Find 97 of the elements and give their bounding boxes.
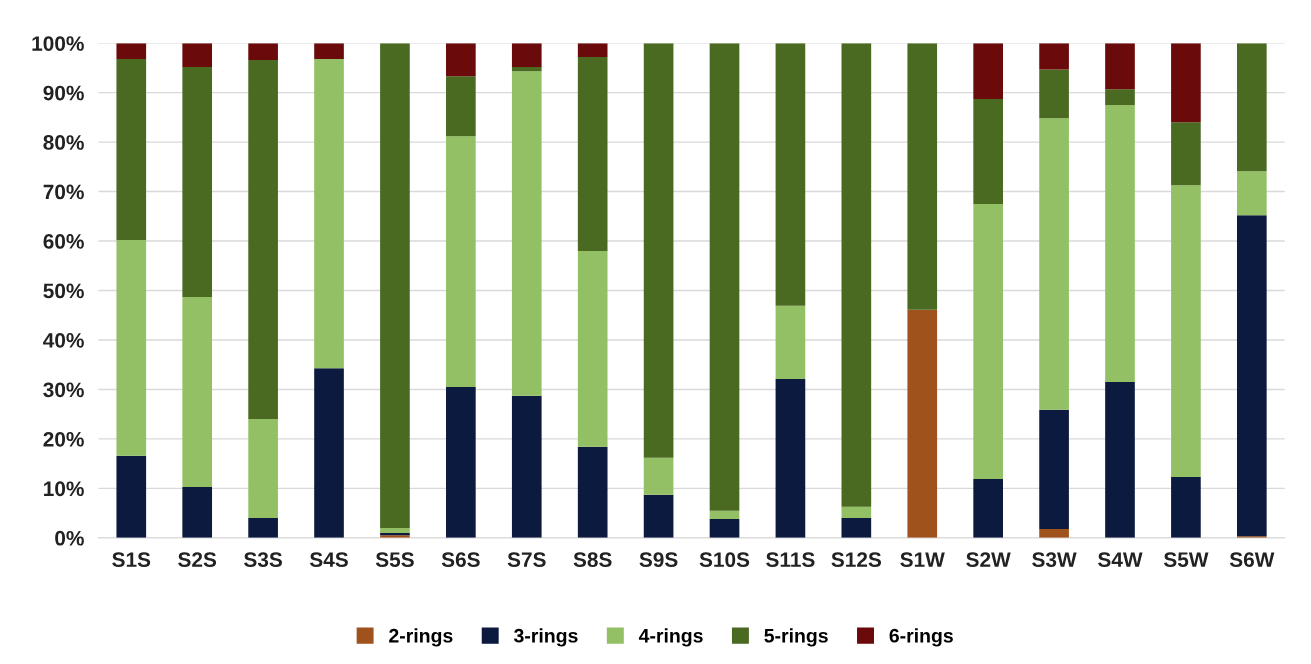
bar <box>1171 476 1201 538</box>
bar <box>841 518 872 538</box>
bar <box>1236 215 1267 537</box>
bar <box>182 486 213 538</box>
bar <box>182 43 213 67</box>
legend-label: 4-rings <box>638 628 703 647</box>
bar <box>1039 69 1069 119</box>
bar <box>577 43 608 58</box>
bar <box>116 43 147 59</box>
y-tick-label: 40% <box>43 332 84 348</box>
bar <box>907 309 938 538</box>
bar <box>775 305 806 380</box>
bar <box>1105 43 1135 90</box>
y-tick-label: 90% <box>43 85 84 101</box>
x-tick-label: S12S <box>831 552 882 568</box>
x-tick-label: S1S <box>112 552 151 568</box>
bar <box>1171 43 1201 123</box>
bar <box>709 510 740 520</box>
x-tick-label: S8S <box>573 552 612 568</box>
bar <box>577 57 608 251</box>
x-tick-label: S6S <box>441 552 480 568</box>
bar <box>973 43 1003 100</box>
x-tick-label: S3W <box>1032 552 1077 568</box>
bar <box>380 43 410 528</box>
bar <box>973 99 1003 204</box>
bar <box>775 379 806 538</box>
bar <box>182 296 213 487</box>
y-tick-label: 10% <box>44 481 84 497</box>
x-tick-label: S9S <box>639 552 678 568</box>
y-tick-label: 30% <box>43 382 84 398</box>
bar <box>446 43 476 77</box>
bar <box>314 58 344 369</box>
legend-label: 6-rings <box>889 628 953 647</box>
bar <box>314 43 344 59</box>
y-tick-label: 100% <box>32 36 84 51</box>
bar <box>1236 171 1267 216</box>
y-tick-label: 20% <box>43 431 84 447</box>
bar <box>643 457 674 495</box>
bar <box>1039 528 1069 538</box>
bar <box>841 506 872 519</box>
bar <box>248 518 278 538</box>
bar <box>1105 89 1135 105</box>
bar <box>446 76 476 137</box>
bar <box>1105 382 1135 538</box>
x-tick-label: S5S <box>375 552 414 568</box>
bar <box>1171 185 1201 477</box>
bar <box>1039 409 1069 529</box>
x-tick-label: S2W <box>966 552 1011 568</box>
bar <box>248 419 278 519</box>
bar <box>973 478 1003 538</box>
bar <box>643 43 674 458</box>
bar <box>511 43 542 67</box>
y-tick-label: 80% <box>43 135 84 150</box>
bar <box>248 59 278 420</box>
bar <box>709 43 740 511</box>
bar <box>1039 43 1069 70</box>
bar <box>511 71 542 396</box>
legend-label: 2-rings <box>389 628 453 647</box>
bar <box>841 43 872 507</box>
x-tick-label: S2S <box>178 552 217 568</box>
bar <box>446 136 476 387</box>
bar <box>248 43 278 60</box>
y-tick-label: 60% <box>43 234 84 249</box>
bar <box>577 446 608 538</box>
bar <box>116 58 147 241</box>
bar <box>1105 105 1135 383</box>
bar <box>577 250 608 447</box>
y-tick-label: 0% <box>55 530 84 546</box>
x-tick-label: S1W <box>900 552 945 568</box>
bar <box>182 66 213 297</box>
bar <box>973 203 1003 479</box>
bar <box>380 527 410 533</box>
bar <box>643 494 674 538</box>
x-tick-label: S6W <box>1229 552 1275 568</box>
bar <box>1171 122 1201 186</box>
bar <box>1039 118 1069 410</box>
x-tick-label: S4W <box>1098 552 1143 568</box>
bar <box>907 43 938 310</box>
bar <box>116 455 147 538</box>
legend-label: 3-rings <box>513 628 578 647</box>
x-tick-label: S10S <box>699 552 750 568</box>
bar <box>511 395 542 538</box>
x-tick-label: S7S <box>507 552 546 568</box>
x-tick-label: S4S <box>309 552 348 568</box>
bar <box>116 240 147 456</box>
bar <box>511 66 542 72</box>
bar <box>775 43 806 306</box>
x-tick-label: S11S <box>766 552 815 568</box>
bar <box>1236 43 1267 172</box>
bar <box>446 386 476 538</box>
y-tick-label: 70% <box>43 184 84 200</box>
y-tick-label: 50% <box>43 283 84 299</box>
x-tick-label: S5W <box>1163 552 1209 568</box>
legend-label: 5-rings <box>764 628 828 647</box>
bar <box>709 519 740 538</box>
x-tick-label: S3S <box>244 552 282 568</box>
bar <box>314 368 344 538</box>
